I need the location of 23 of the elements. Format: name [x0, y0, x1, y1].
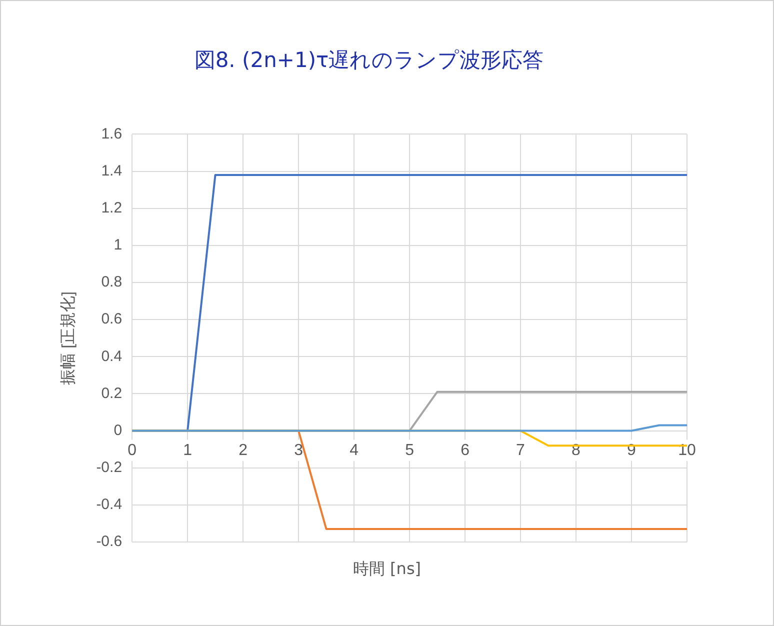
y-tick-label: 0.8	[101, 274, 122, 291]
y-tick-label: 1	[114, 236, 122, 254]
y-tick-label: -0.4	[96, 496, 122, 514]
x-tick-label: 1	[183, 442, 192, 459]
y-tick-label: 0	[114, 422, 122, 439]
y-tick-label: -0.6	[96, 533, 122, 550]
y-axis-title: 振幅 [正規化]	[60, 291, 78, 385]
y-tick-label: 0.6	[101, 310, 122, 328]
x-tick-label: 4	[350, 442, 359, 459]
x-tick-label: 3	[294, 442, 304, 459]
y-tick-label: 1.2	[101, 199, 122, 216]
x-tick-label: 2	[238, 442, 248, 459]
y-tick-label: 0.2	[101, 384, 122, 402]
x-tick-label: 0	[128, 442, 137, 459]
x-tick-label: 5	[405, 442, 414, 459]
chart-title: 図8. (2n+1)τ遅れのランプ波形応答	[194, 48, 544, 72]
x-tick-label: 7	[516, 442, 526, 459]
x-tick-label: 6	[460, 442, 470, 459]
y-tick-label: 1.4	[101, 162, 122, 180]
y-tick-label: 1.6	[101, 125, 122, 142]
x-axis-title: 時間 [ns]	[352, 559, 422, 580]
y-tick-label: -0.2	[96, 458, 122, 476]
y-tick-label: 0.4	[101, 348, 122, 365]
